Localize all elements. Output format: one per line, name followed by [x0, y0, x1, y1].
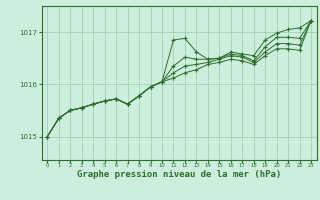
- X-axis label: Graphe pression niveau de la mer (hPa): Graphe pression niveau de la mer (hPa): [77, 170, 281, 179]
